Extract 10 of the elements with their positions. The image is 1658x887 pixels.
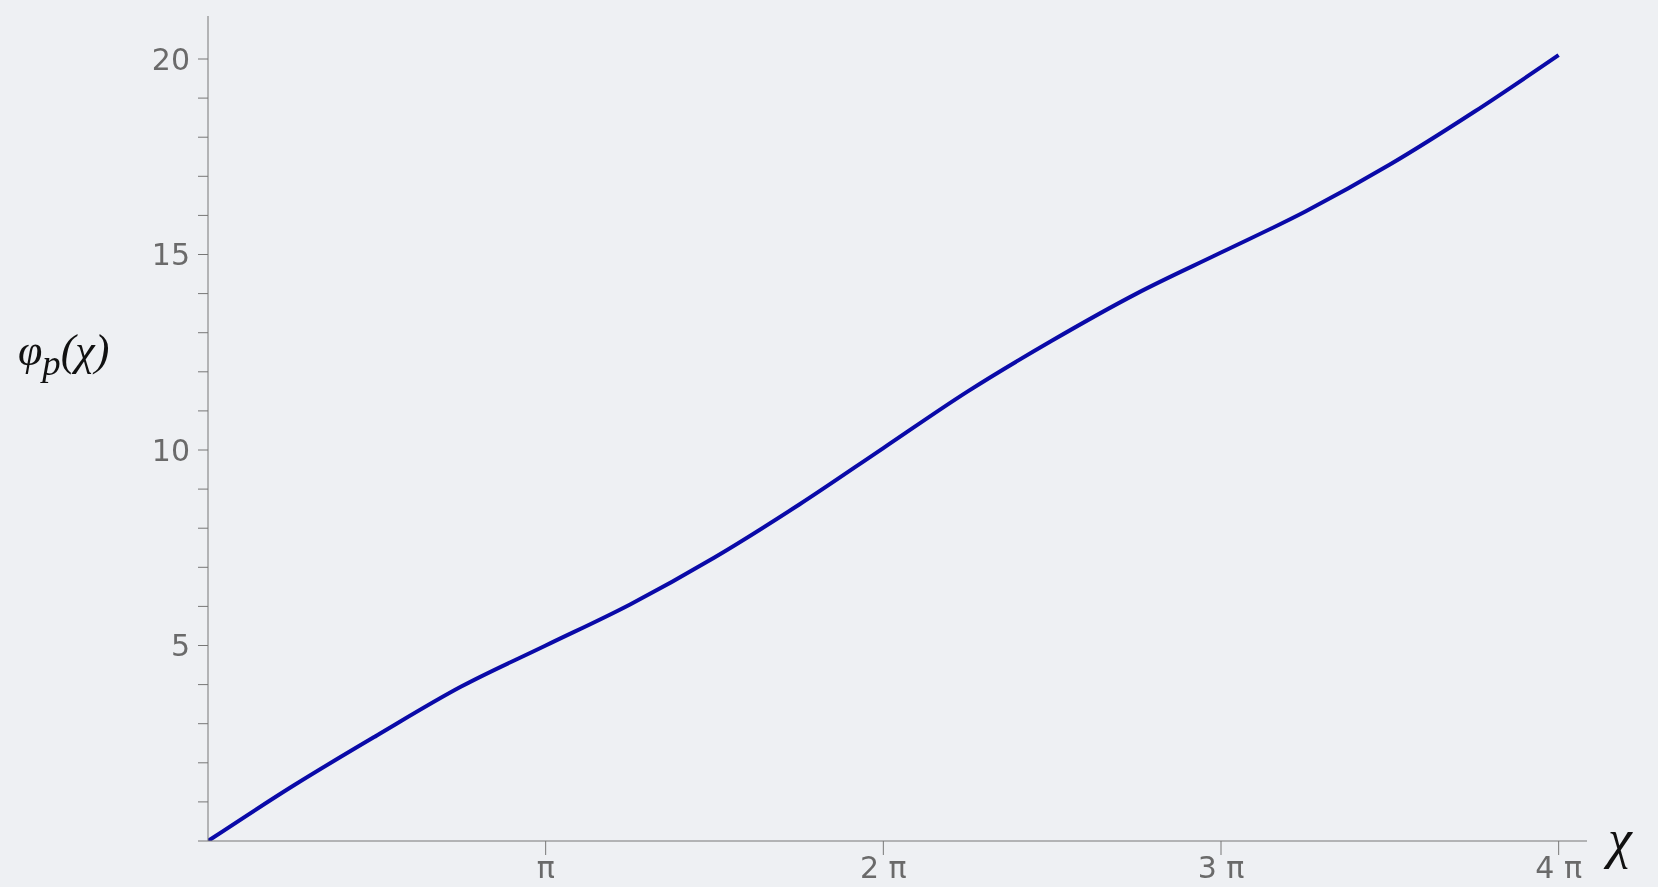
y-axis-title: φ$_{p}$(χ) xyxy=(18,325,110,384)
y-tick-label: 5 xyxy=(170,628,190,664)
x-tick-label: 2 π xyxy=(859,850,907,886)
y-tick-label: 10 xyxy=(151,432,190,468)
line-series xyxy=(208,53,1561,841)
y-tick-label: 15 xyxy=(151,237,190,273)
x-tick-label: 4 π xyxy=(1535,850,1583,886)
x-tick-label: 3 π xyxy=(1197,850,1245,886)
x-tick-label: π xyxy=(536,850,555,886)
y-tick-label: 20 xyxy=(151,41,190,77)
